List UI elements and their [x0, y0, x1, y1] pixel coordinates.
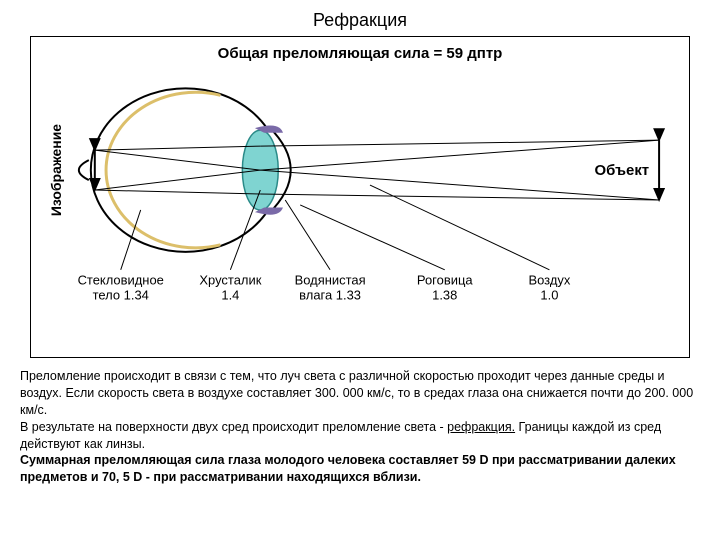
label-aqueous: Водянистаявлага 1.33 [295, 273, 366, 303]
caption-block: Преломление происходит в связи с тем, чт… [20, 368, 700, 486]
pointer-line [300, 205, 445, 270]
caption-p2: Суммарная преломляющая сила глаза молодо… [20, 453, 676, 484]
pointer-line [285, 200, 330, 270]
label-air: Воздух1.0 [528, 273, 570, 303]
eye-diagram: Изображение Объект Стекловидноетело 1.34 Хр… [31, 70, 689, 325]
ray [260, 140, 659, 146]
diagram-subtitle: Общая преломляющая сила = 59 дптр [31, 37, 689, 70]
optic-nerve [79, 160, 89, 180]
caption-refraction-underline: рефракция. [447, 420, 515, 434]
page-title: Рефракция [0, 0, 720, 36]
label-image-side: Изображение [48, 124, 64, 216]
label-vitreous: Стекловидноетело 1.34 [78, 273, 164, 303]
caption-p1a: Преломление происходит в связи с тем, чт… [20, 369, 693, 417]
ray [260, 194, 659, 200]
label-lens: Хрусталик1.4 [199, 273, 261, 303]
caption-p1b-a: В результате на поверхности двух сред пр… [20, 420, 447, 434]
label-object-side: Объект [594, 162, 649, 179]
diagram-frame: Общая преломляющая сила = 59 дптр Изобра… [30, 36, 690, 358]
label-cornea: Роговица1.38 [417, 273, 473, 303]
